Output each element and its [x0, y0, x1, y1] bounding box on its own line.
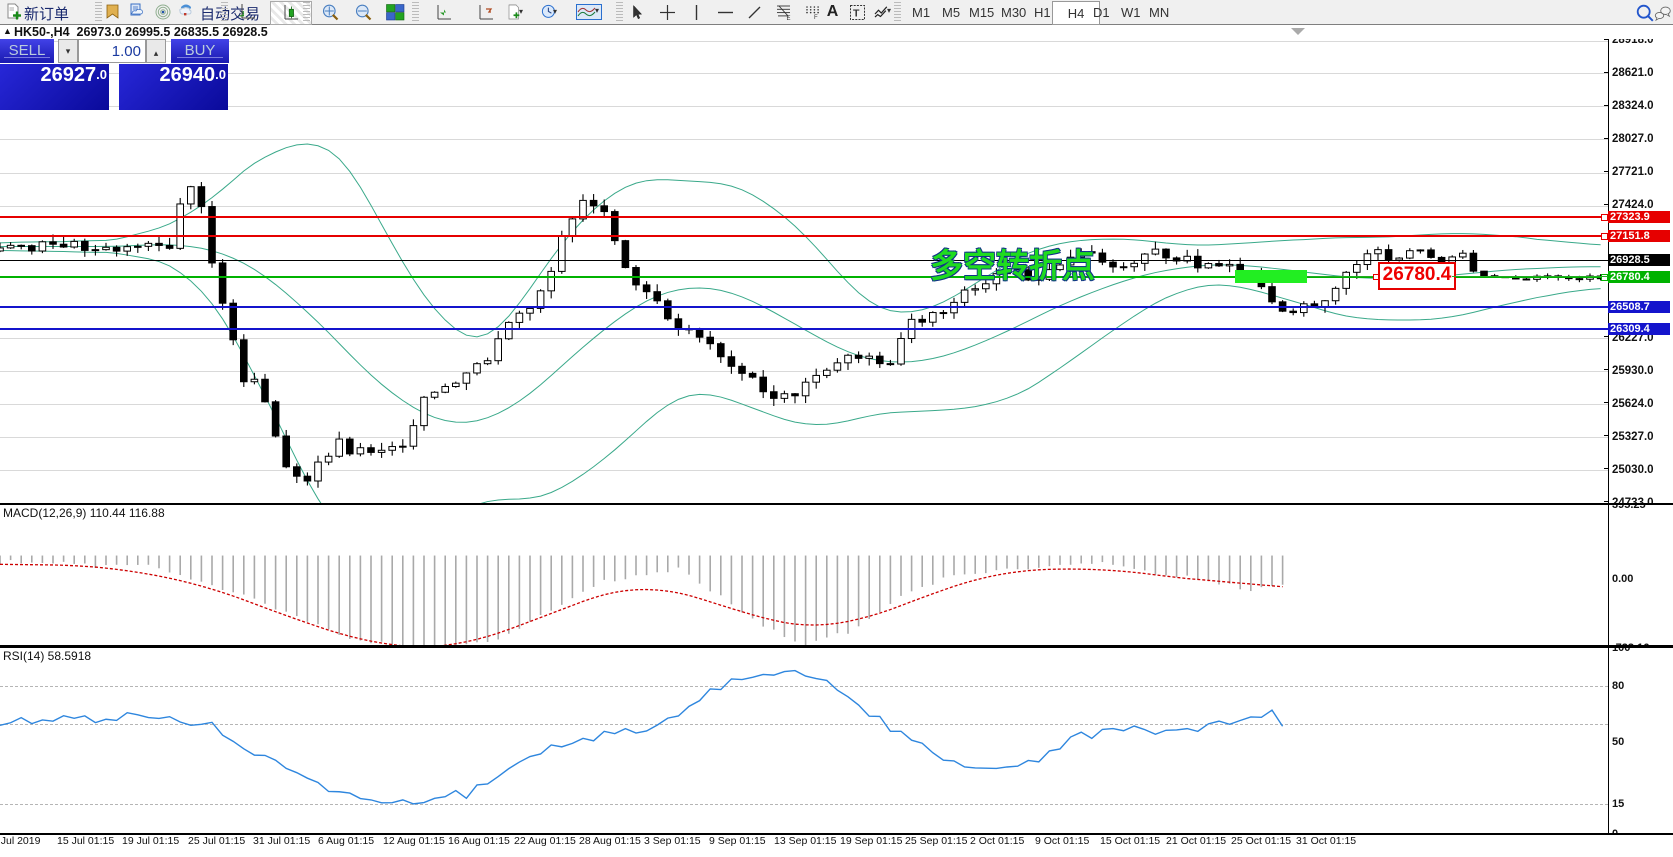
- svg-text:E: E: [786, 16, 790, 20]
- svg-text:T: T: [853, 7, 860, 19]
- svg-text:F: F: [814, 15, 818, 19]
